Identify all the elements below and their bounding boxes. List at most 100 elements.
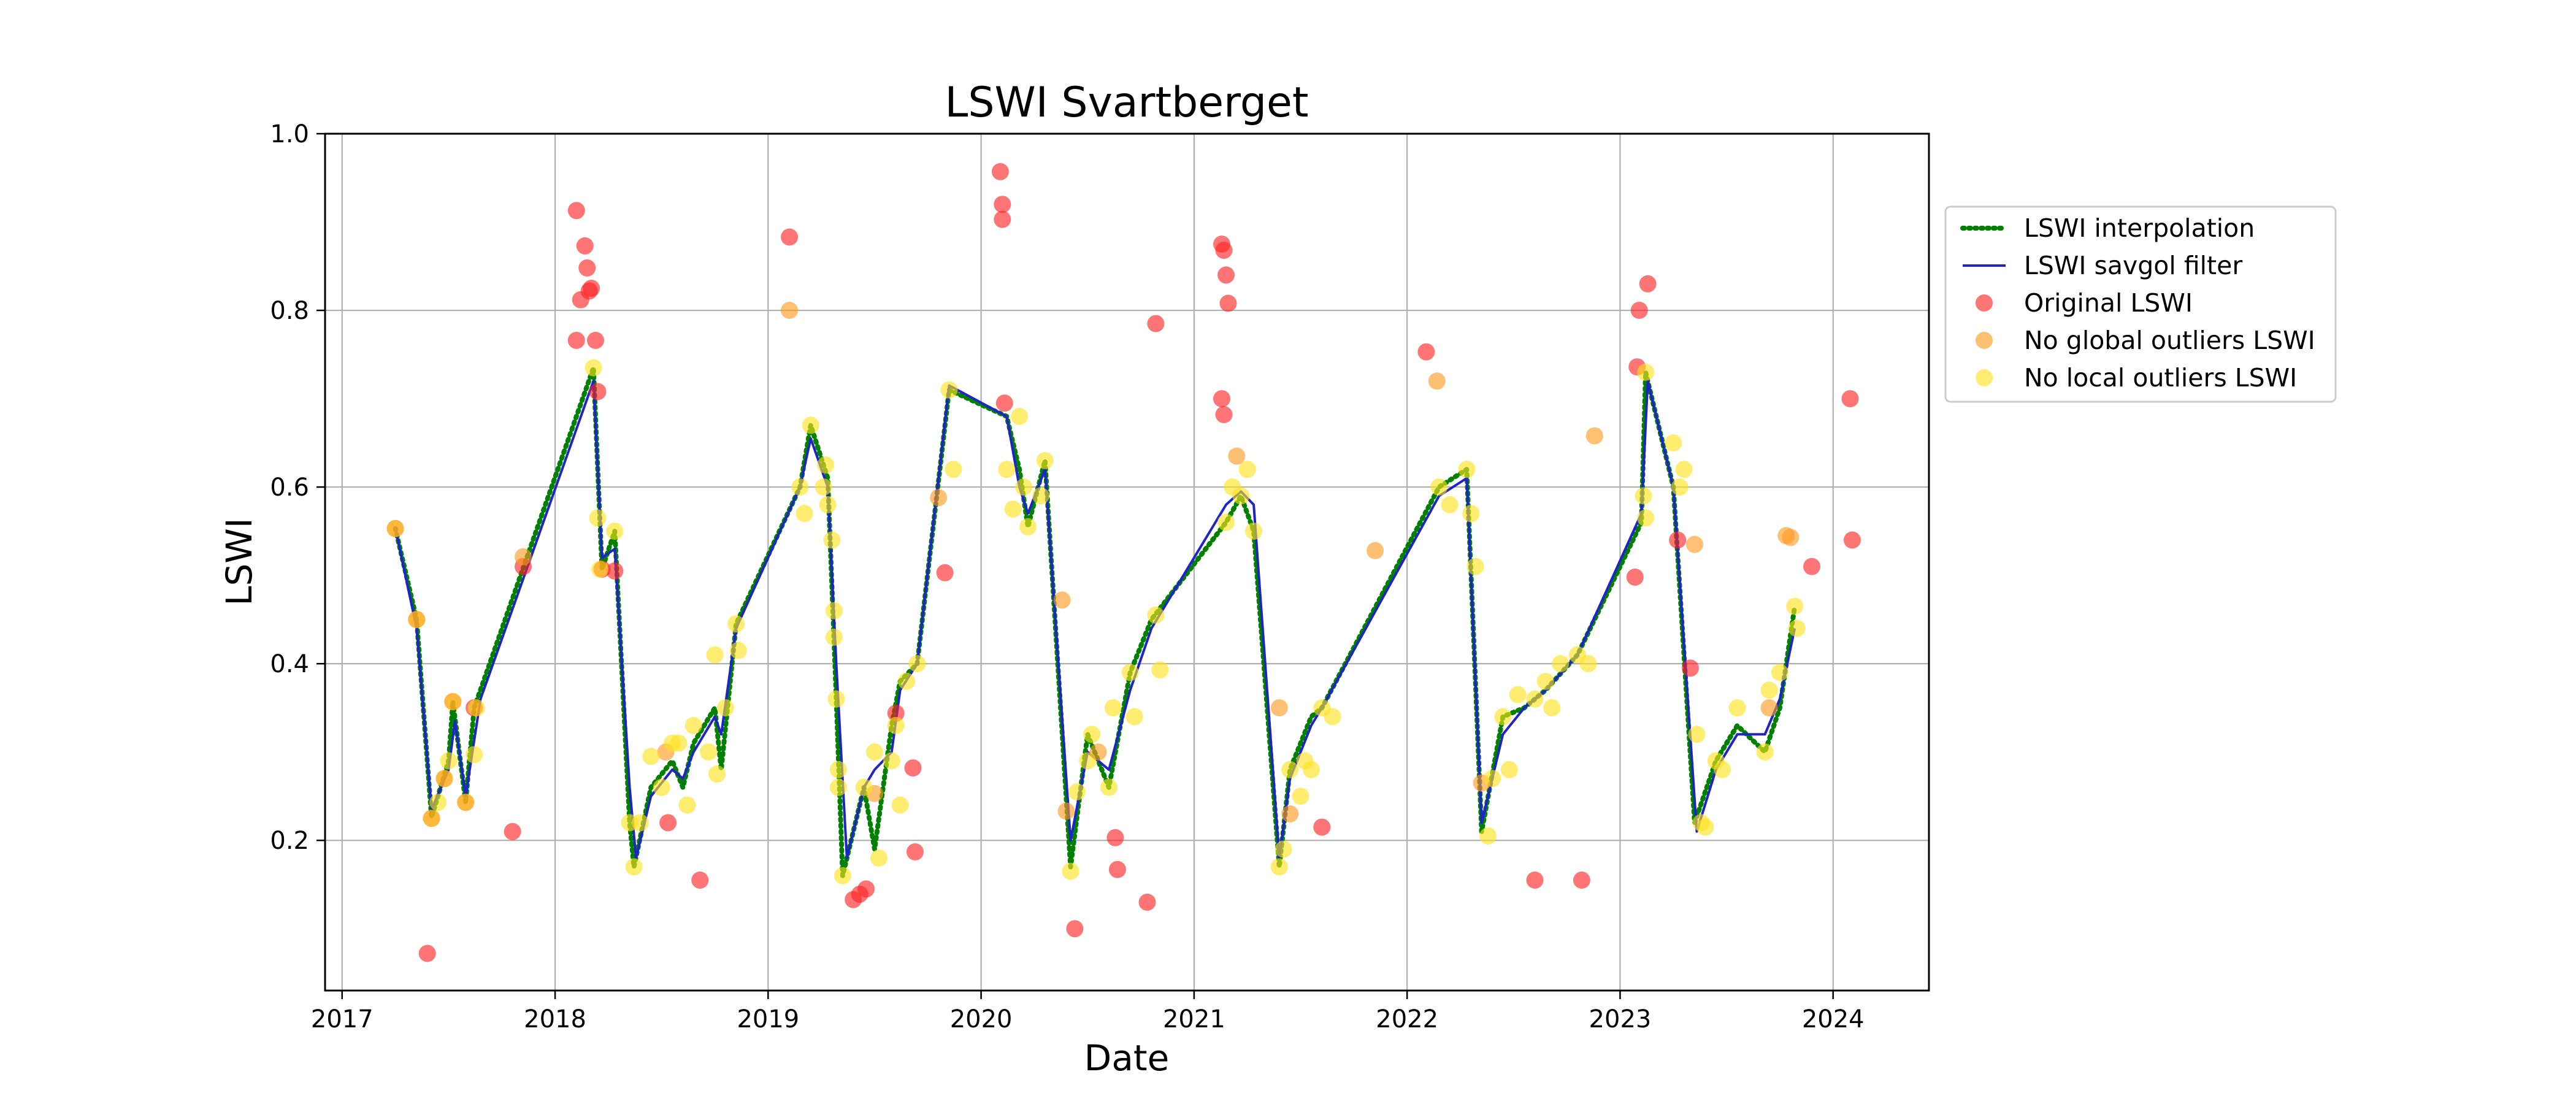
legend-label: LSWI interpolation bbox=[2024, 213, 2255, 243]
original-lswi-point bbox=[1841, 390, 1859, 408]
original-lswi-point bbox=[1066, 920, 1084, 938]
no-local-outliers-point bbox=[1004, 500, 1022, 518]
no-global-outliers-point bbox=[781, 302, 799, 319]
legend-swatch-marker bbox=[1976, 294, 1993, 312]
y-tick-label: 1.0 bbox=[270, 120, 309, 148]
original-lswi-point bbox=[1219, 294, 1237, 312]
original-lswi-point bbox=[1626, 569, 1644, 586]
no-local-outliers-point bbox=[386, 519, 404, 537]
original-lswi-point bbox=[578, 259, 596, 277]
no-local-outliers-point bbox=[1635, 487, 1652, 505]
original-lswi-point bbox=[1147, 315, 1165, 332]
no-local-outliers-point bbox=[1579, 655, 1597, 673]
y-tick-label: 0.4 bbox=[270, 650, 309, 678]
original-lswi-point bbox=[1526, 872, 1544, 889]
no-local-outliers-point bbox=[1036, 451, 1054, 469]
no-local-outliers-point bbox=[1494, 708, 1512, 726]
original-lswi-point bbox=[1138, 894, 1156, 911]
no-local-outliers-point bbox=[1302, 761, 1320, 778]
no-local-outliers-point bbox=[908, 655, 926, 673]
no-local-outliers-point bbox=[1637, 509, 1655, 527]
no-local-outliers-point bbox=[625, 858, 643, 876]
no-local-outliers-point bbox=[606, 523, 624, 540]
no-local-outliers-point bbox=[716, 699, 734, 717]
no-global-outliers-point bbox=[1281, 805, 1299, 822]
no-local-outliers-point bbox=[1032, 487, 1049, 505]
no-local-outliers-point bbox=[1696, 818, 1714, 836]
no-local-outliers-point bbox=[823, 531, 841, 549]
no-local-outliers-point bbox=[1324, 708, 1341, 726]
no-local-outliers-point bbox=[1466, 558, 1484, 575]
no-local-outliers-point bbox=[653, 778, 670, 796]
legend-label: LSWI savgol filter bbox=[2024, 251, 2242, 280]
no-local-outliers-point bbox=[891, 796, 909, 814]
no-local-outliers-point bbox=[429, 794, 447, 811]
no-local-outliers-point bbox=[670, 734, 688, 752]
no-global-outliers-point bbox=[1686, 535, 1703, 553]
no-local-outliers-point bbox=[795, 505, 813, 523]
x-axis-ticks: 2017 2018 2019 2020 2021 2022 2023 2024 bbox=[311, 991, 1865, 1033]
no-local-outliers-point bbox=[866, 743, 883, 761]
no-local-outliers-point bbox=[1760, 681, 1778, 699]
no-local-outliers-point bbox=[1245, 523, 1263, 540]
no-local-outliers-point bbox=[408, 611, 426, 629]
no-local-outliers-point bbox=[1147, 606, 1165, 624]
x-tick-label: 2020 bbox=[950, 1005, 1013, 1033]
original-lswi-point bbox=[1213, 390, 1230, 408]
no-local-outliers-point bbox=[1281, 761, 1299, 778]
legend-item: No local outliers LSWI bbox=[1976, 363, 2297, 393]
series-points bbox=[386, 163, 1861, 962]
original-lswi-point bbox=[991, 163, 1009, 180]
original-lswi-point bbox=[1803, 558, 1820, 575]
no-local-outliers-point bbox=[829, 761, 847, 778]
legend-swatch-marker bbox=[1976, 332, 1993, 349]
no-local-outliers-point bbox=[1479, 827, 1497, 845]
no-local-outliers-point bbox=[1238, 461, 1256, 478]
legend-label: Original LSWI bbox=[2024, 288, 2193, 318]
original-lswi-point bbox=[504, 822, 521, 840]
no-local-outliers-point bbox=[1536, 672, 1554, 690]
no-local-outliers-point bbox=[1068, 783, 1086, 800]
no-global-outliers-point bbox=[1782, 529, 1800, 546]
original-lswi-point bbox=[589, 383, 607, 401]
no-local-outliers-point bbox=[642, 748, 660, 765]
no-local-outliers-point bbox=[706, 646, 724, 664]
no-global-outliers-point bbox=[1228, 447, 1246, 465]
original-lswi-point bbox=[1573, 872, 1590, 889]
original-lswi-point bbox=[1108, 861, 1126, 878]
legend-swatch-marker bbox=[1976, 369, 1993, 386]
x-tick-label: 2022 bbox=[1376, 1005, 1438, 1033]
y-tick-label: 0.2 bbox=[270, 827, 309, 855]
no-global-outliers-point bbox=[1760, 699, 1778, 717]
no-local-outliers-point bbox=[870, 849, 887, 867]
series-no-local-outliers bbox=[386, 359, 1806, 884]
no-local-outliers-point bbox=[1441, 496, 1459, 513]
no-local-outliers-point bbox=[819, 496, 837, 513]
no-local-outliers-point bbox=[1217, 513, 1235, 531]
no-local-outliers-point bbox=[945, 461, 962, 478]
no-global-outliers-point bbox=[515, 548, 532, 565]
original-lswi-point bbox=[907, 843, 924, 861]
original-lswi-point bbox=[1639, 275, 1657, 293]
x-tick-label: 2019 bbox=[737, 1005, 799, 1033]
no-local-outliers-point bbox=[423, 810, 440, 827]
no-local-outliers-point bbox=[883, 752, 900, 770]
original-lswi-point bbox=[567, 332, 585, 349]
no-local-outliers-point bbox=[815, 478, 832, 496]
no-local-outliers-point bbox=[729, 642, 747, 659]
legend-item: LSWI savgol filter bbox=[1963, 251, 2242, 280]
x-tick-label: 2024 bbox=[1802, 1005, 1865, 1033]
no-local-outliers-point bbox=[1104, 699, 1122, 717]
original-lswi-point bbox=[1106, 829, 1124, 846]
original-lswi-point bbox=[1417, 343, 1435, 361]
original-lswi-point bbox=[576, 237, 594, 255]
no-local-outliers-point bbox=[457, 794, 475, 811]
original-lswi-point bbox=[583, 280, 600, 297]
original-lswi-point bbox=[995, 394, 1013, 412]
no-local-outliers-point bbox=[1714, 761, 1731, 778]
no-local-outliers-point bbox=[727, 615, 745, 633]
legend-item: Original LSWI bbox=[1976, 288, 2193, 318]
no-local-outliers-point bbox=[1015, 478, 1033, 496]
original-lswi-point bbox=[1682, 659, 1699, 677]
no-local-outliers-point bbox=[1430, 478, 1448, 496]
